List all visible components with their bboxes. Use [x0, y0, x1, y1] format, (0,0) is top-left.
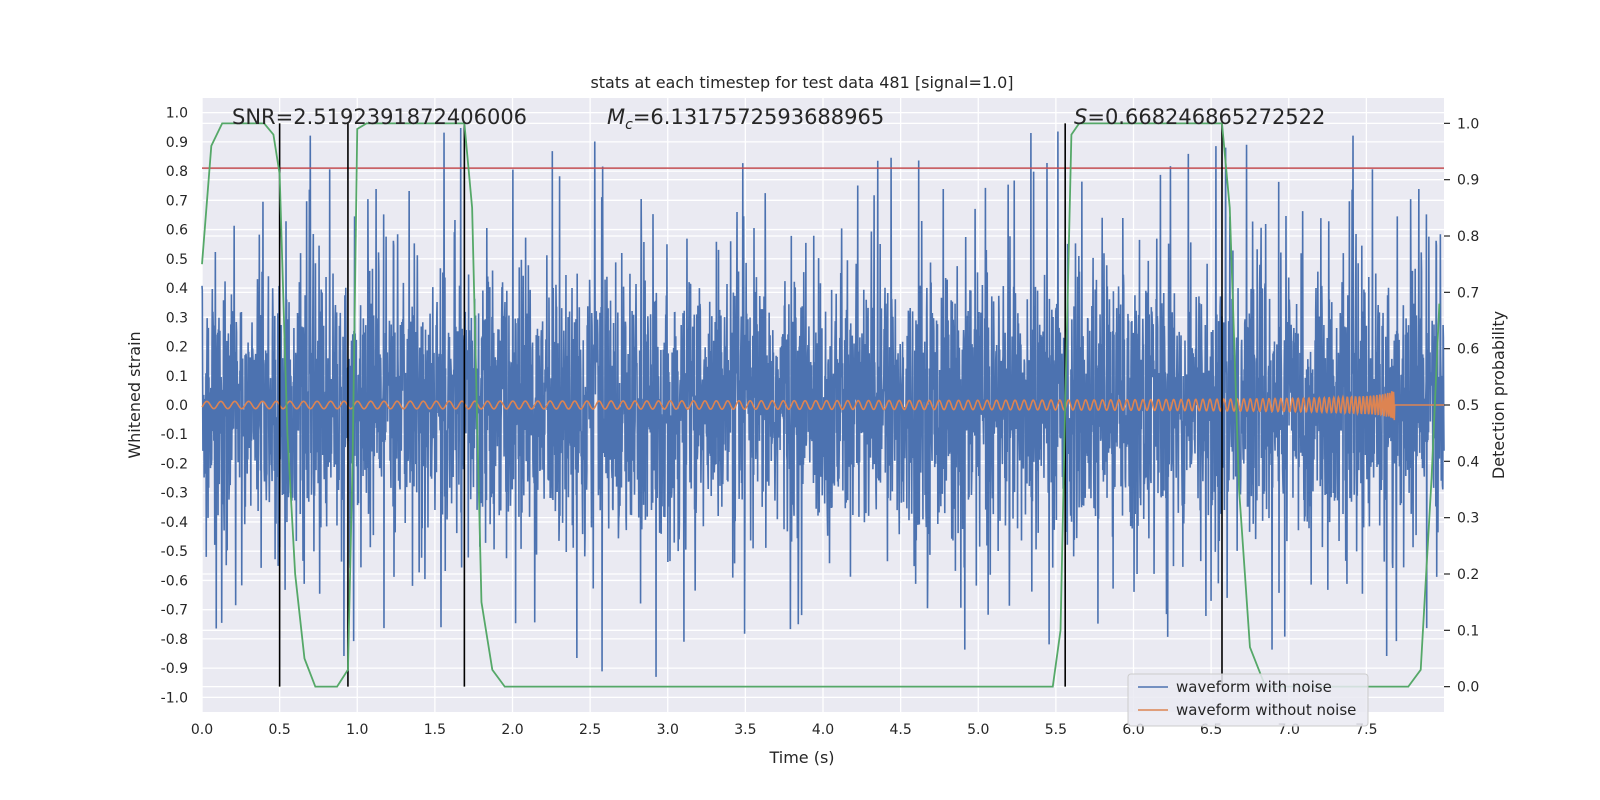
y-tick-label: -1.0: [161, 690, 188, 706]
x-tick-label: 2.0: [501, 722, 523, 738]
y-tick-label: -0.6: [161, 573, 188, 589]
y2-tick-label: 1.0: [1457, 116, 1479, 132]
y2-tick-label: 0.8: [1457, 229, 1479, 245]
series-line-clean: [201, 391, 1444, 421]
s-annotation: S=0.668246865272522: [1074, 105, 1325, 129]
y-tick-label: -0.7: [161, 603, 188, 619]
chart-title: stats at each timestep for test data 481…: [590, 73, 1013, 92]
y-tick-label: -0.5: [161, 544, 188, 560]
y-tick-label: 0.7: [166, 193, 188, 209]
y2-tick-label: 0.0: [1457, 680, 1479, 696]
y2-tick-label: 0.2: [1457, 567, 1479, 583]
y-tick-label: 0.6: [166, 223, 188, 239]
series-line-probability: [201, 122, 1441, 688]
y-tick-label: -0.4: [161, 515, 188, 531]
y-tick-label: -0.9: [161, 661, 188, 677]
x-tick-label: 3.0: [657, 722, 679, 738]
x-tick-label: 3.5: [734, 722, 756, 738]
y-tick-label: 0.9: [166, 135, 188, 151]
y2-tick-label: 0.6: [1457, 342, 1479, 358]
y2-tick-label: 0.9: [1457, 173, 1479, 189]
y-tick-label: 0.4: [166, 281, 188, 297]
x-tick-label: 0.5: [268, 722, 290, 738]
chirp-mass-annotation: Mc=6.1317572593688965: [607, 105, 884, 133]
y-tick-label: 0.2: [166, 340, 188, 356]
y-tick-label: -0.1: [161, 427, 188, 443]
x-tick-label: 1.0: [346, 722, 368, 738]
x-tick-label: 1.5: [424, 722, 446, 738]
x-axis-label: Time (s): [768, 748, 834, 767]
snr-annotation: SNR=2.5192391872406006: [232, 105, 527, 129]
x-tick-label: 2.5: [579, 722, 601, 738]
y2-tick-label: 0.4: [1457, 454, 1479, 470]
y-axis-label: Whitened strain: [125, 331, 144, 458]
x-tick-label: 4.0: [812, 722, 834, 738]
y-tick-label: -0.3: [161, 486, 188, 502]
y2-axis-label: Detection probability: [1489, 311, 1508, 479]
y-tick-label: -0.8: [161, 632, 188, 648]
x-tick-label: 4.5: [889, 722, 911, 738]
legend-box: [1127, 673, 1369, 727]
y-tick-label: 0.3: [166, 310, 188, 326]
legend: waveform with noise waveform without noi…: [1127, 673, 1369, 727]
y-tick-label: 0.5: [166, 252, 188, 268]
y2-tick-label: 0.1: [1457, 623, 1479, 639]
x-tick-label: 5.5: [1045, 722, 1067, 738]
y2-tick-label: 0.7: [1457, 285, 1479, 301]
series-line-noise: [201, 128, 1445, 677]
y-tick-label: 0.0: [166, 398, 188, 414]
y-tick-label: 0.8: [166, 164, 188, 180]
y2-tick-label: 0.5: [1457, 398, 1479, 414]
y-tick-label: 0.1: [166, 369, 188, 385]
x-tick-label: 5.0: [967, 722, 989, 738]
x-tick-label: 0.0: [191, 722, 213, 738]
y-tick-label: -0.2: [161, 456, 188, 472]
y-tick-label: 1.0: [166, 106, 188, 122]
legend-label-clean: waveform without noise: [1176, 701, 1356, 719]
legend-label-noise: waveform with noise: [1176, 678, 1332, 696]
y2-tick-label: 0.3: [1457, 511, 1479, 527]
